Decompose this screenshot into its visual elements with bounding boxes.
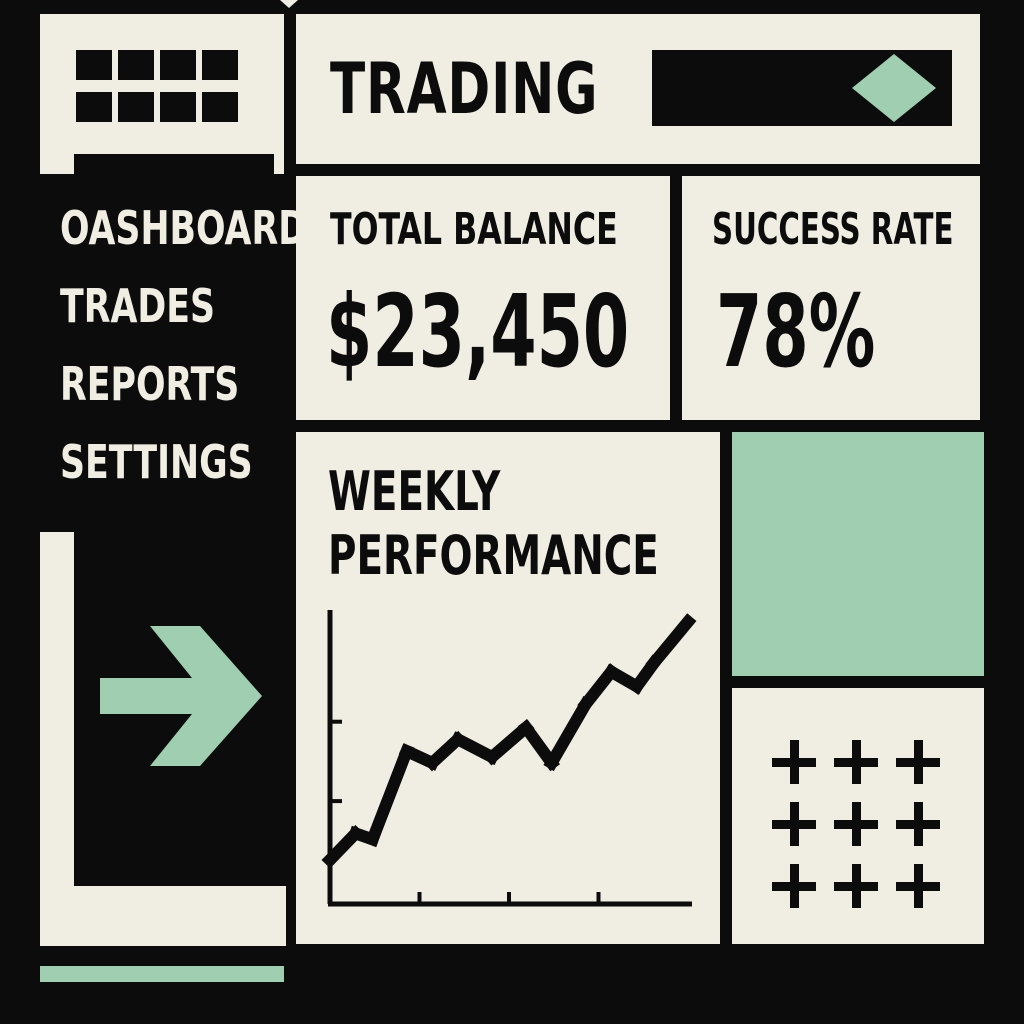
chart-plot (321, 610, 697, 907)
series-segment (364, 743, 415, 848)
logo-grid[interactable] (40, 14, 284, 178)
footer-stripe (40, 966, 284, 982)
diamond-icon (852, 54, 936, 122)
sidebar-bracket (40, 532, 74, 946)
grid-cell (160, 92, 196, 122)
plus-icon (834, 864, 878, 908)
grid-cell (118, 50, 154, 80)
total-balance-label: TOTAL BALANCE (330, 204, 618, 255)
sidebar-item-dashboard[interactable]: OASHBOARD (60, 201, 308, 255)
chart-title: WEEKLY PERFORMANCE (328, 460, 664, 588)
series-segment (543, 695, 594, 772)
series-segment (645, 613, 697, 672)
app-title: TRADING (330, 48, 599, 130)
grid-cell (160, 50, 196, 80)
series-segment (483, 719, 535, 766)
logo-notch (74, 154, 274, 178)
header: TRADING (296, 14, 980, 164)
sidebar-item-settings[interactable]: SETTINGS (60, 435, 253, 489)
sidebar-bracket-bottom (40, 886, 286, 946)
plus-icon (896, 864, 940, 908)
success-rate-value: 78% (716, 273, 876, 390)
plus-icon (896, 740, 940, 784)
total-balance-value: $23,450 (326, 273, 630, 390)
series-segment (577, 663, 620, 713)
grid-cell (76, 50, 112, 80)
top-notch (280, 0, 298, 8)
plus-grid-panel (732, 688, 984, 944)
header-bar[interactable] (652, 50, 952, 126)
success-rate-label: SUCCESS RATE (712, 204, 954, 255)
plus-icon (772, 802, 816, 846)
plus-icon (834, 740, 878, 784)
accent-block (732, 432, 984, 676)
weekly-performance-chart: WEEKLY PERFORMANCE (296, 432, 720, 944)
plus-icon (772, 740, 816, 784)
sidebar-item-trades[interactable]: TRADES (60, 279, 216, 333)
grid-cell (202, 50, 238, 80)
sidebar-item-reports[interactable]: REPORTS (60, 357, 240, 411)
plus-icon (896, 802, 940, 846)
grid-cell (118, 92, 154, 122)
success-rate-card: SUCCESS RATE 78% (682, 176, 980, 420)
total-balance-card: TOTAL BALANCE $23,450 (296, 176, 670, 420)
series-segment (517, 719, 560, 772)
plus-icon (772, 864, 816, 908)
chart-title-line-1: WEEKLY (328, 460, 501, 523)
chart-title-line-2: PERFORMANCE (328, 524, 659, 587)
grid-cell (76, 92, 112, 122)
grid-cell (202, 92, 238, 122)
plus-icon (834, 802, 878, 846)
arrow-right-icon[interactable] (96, 620, 266, 772)
